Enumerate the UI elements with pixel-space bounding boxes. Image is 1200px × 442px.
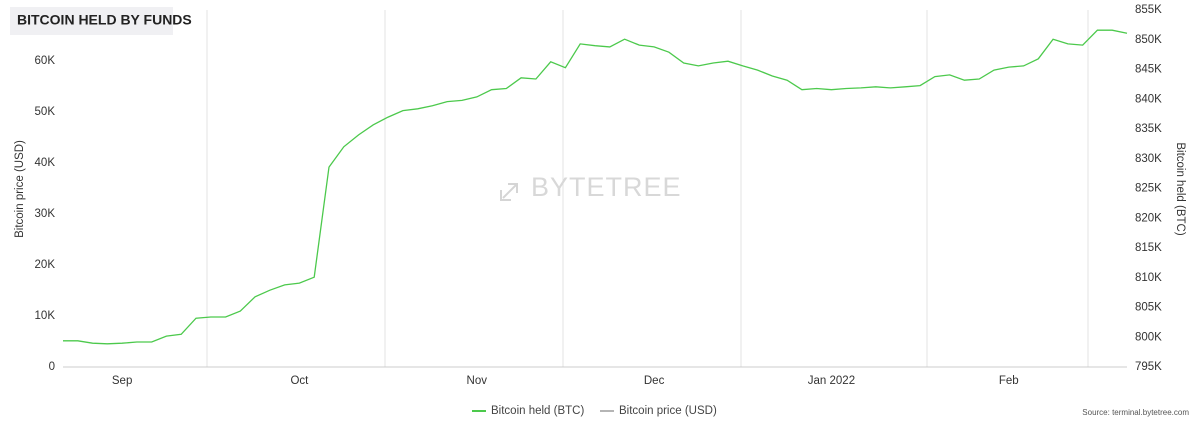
series-line (63, 29, 1128, 345)
x-tick-label: Nov (467, 375, 488, 387)
y2-tick-label: 795K (1135, 361, 1162, 373)
y2-tick-label: 815K (1135, 242, 1162, 254)
x-tick-label: Oct (290, 375, 309, 387)
watermark: BYTETREE (531, 172, 682, 202)
legend-label: Bitcoin price (USD) (619, 405, 717, 417)
y-tick-label: 10K (35, 310, 56, 322)
x-tick-label: Feb (999, 375, 1019, 387)
x-tick-label: Sep (112, 375, 132, 387)
legend-label: Bitcoin held (BTC) (491, 405, 584, 417)
x-tick-label: Dec (644, 375, 665, 387)
title-box (10, 7, 173, 35)
y2-tick-label: 855K (1135, 4, 1162, 16)
y-tick-label: 40K (35, 157, 56, 169)
chart-title: BITCOIN HELD BY FUNDS (17, 12, 192, 28)
y2-tick-label: 830K (1135, 153, 1162, 165)
y2-tick-label: 800K (1135, 331, 1162, 343)
y2-tick-label: 805K (1135, 302, 1162, 314)
y2-tick-label: 825K (1135, 183, 1162, 195)
y2-tick-label: 840K (1135, 93, 1162, 105)
y-tick-label: 30K (35, 208, 56, 220)
y-tick-label: 50K (35, 106, 56, 118)
source: Source: terminal.bytetree.com (1082, 408, 1189, 417)
y-tick-label: 0 (49, 361, 55, 373)
y-axis-title: Bitcoin price (USD) (14, 140, 26, 238)
x-tick-label: Jan 2022 (808, 375, 855, 387)
y2-tick-label: 850K (1135, 34, 1162, 46)
y2-tick-label: 820K (1135, 212, 1162, 224)
watermark-logo (500, 183, 518, 201)
y2-tick-label: 810K (1135, 272, 1162, 284)
y2-tick-label: 835K (1135, 123, 1162, 135)
y-tick-label: 20K (35, 259, 56, 271)
y2-axis-title: Bitcoin held (BTC) (1174, 142, 1186, 235)
y-tick-label: 60K (35, 55, 56, 67)
y2-tick-label: 845K (1135, 64, 1162, 76)
